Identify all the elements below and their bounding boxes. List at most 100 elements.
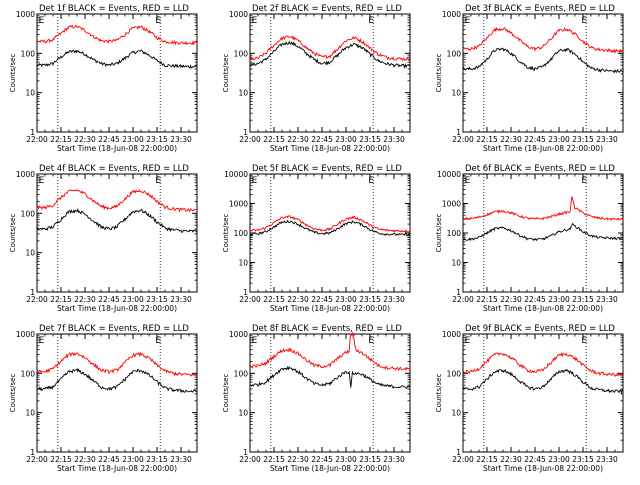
- plot-frame: [249, 333, 411, 453]
- x-tick-label: 22:00: [239, 295, 261, 304]
- event-marker-label: E: [368, 176, 374, 186]
- events-series-line: [36, 368, 197, 394]
- x-tick-label: 23:00: [122, 455, 144, 464]
- lld-series-line: [36, 188, 198, 213]
- y-axis-label: Counts/sec: [222, 54, 230, 93]
- lld-series-line: [36, 24, 198, 46]
- x-tick-label: 22:45: [98, 455, 120, 464]
- x-tick-label: 22:30: [287, 455, 309, 464]
- x-axis-label: Start Time (18-Jun-08 22:00:00): [57, 304, 177, 313]
- y-tick-label: 10: [451, 409, 461, 418]
- event-marker-label: E: [39, 176, 45, 186]
- y-tick-label: 10: [25, 89, 35, 98]
- x-tick-label: 22:15: [263, 295, 285, 304]
- x-tick-label: 22:15: [476, 455, 498, 464]
- x-tick-label: 23:30: [170, 135, 192, 144]
- x-tick-label: 22:45: [524, 295, 546, 304]
- y-tick-label: 100: [234, 49, 249, 58]
- x-tick-label: 22:30: [500, 455, 522, 464]
- event-marker-label: E: [155, 336, 161, 346]
- x-tick-label: 23:30: [383, 135, 405, 144]
- event-marker-label: E: [39, 16, 45, 26]
- plot-frame: [36, 333, 198, 453]
- x-axis-label: Start Time (18-Jun-08 22:00:00): [270, 304, 390, 313]
- y-tick-label: 10: [25, 249, 35, 258]
- plot-title: Det 6f BLACK = Events, RED = LLD: [465, 164, 615, 174]
- plot-frame: [36, 173, 198, 293]
- y-axis-label: Counts/sec: [9, 54, 17, 93]
- y-tick-label: 1: [30, 288, 35, 297]
- event-marker-label: E: [581, 176, 587, 186]
- x-tick-label: 22:15: [50, 455, 72, 464]
- lld-series-line: [249, 215, 411, 233]
- plot-frame: [462, 333, 624, 453]
- x-tick-label: 23:00: [335, 295, 357, 304]
- x-axis-label: Start Time (18-Jun-08 22:00:00): [270, 144, 390, 153]
- event-marker-label: E: [581, 16, 587, 26]
- x-tick-label: 22:00: [26, 455, 48, 464]
- x-tick-label: 23:00: [335, 455, 357, 464]
- lld-series-line: [249, 331, 411, 372]
- x-tick-label: 23:00: [548, 455, 570, 464]
- y-tick-label: 1000: [229, 10, 248, 19]
- y-axis-label: Counts/sec: [435, 214, 443, 253]
- x-tick-label: 22:45: [98, 295, 120, 304]
- y-axis-label: Counts/sec: [222, 374, 230, 413]
- x-axis-label: Start Time (18-Jun-08 22:00:00): [57, 144, 177, 153]
- x-tick-label: 22:30: [74, 295, 96, 304]
- y-tick-label: 1000: [229, 200, 248, 209]
- x-tick-label: 22:30: [287, 135, 309, 144]
- y-axis-label: Counts/sec: [9, 374, 17, 413]
- event-marker-label: E: [252, 336, 258, 346]
- x-tick-label: 23:15: [146, 135, 168, 144]
- y-tick-label: 1000: [442, 330, 461, 339]
- events-series-line: [462, 222, 624, 242]
- y-tick-label: 100: [447, 229, 462, 238]
- plot-title: Det 4f BLACK = Events, RED = LLD: [39, 164, 189, 174]
- plot-frame: [36, 13, 198, 133]
- x-tick-label: 22:15: [476, 295, 498, 304]
- y-tick-label: 1000: [16, 170, 35, 179]
- plot-title: Det 5f BLACK = Events, RED = LLD: [252, 164, 402, 174]
- y-tick-label: 1: [30, 128, 35, 137]
- y-tick-label: 1: [456, 128, 461, 137]
- y-tick-label: 100: [21, 209, 36, 218]
- x-tick-label: 22:45: [311, 135, 333, 144]
- y-tick-label: 1: [243, 128, 248, 137]
- x-tick-label: 22:30: [500, 295, 522, 304]
- y-tick-label: 10000: [437, 170, 461, 179]
- events-series-line: [249, 40, 411, 70]
- y-tick-label: 1000: [442, 200, 461, 209]
- y-tick-label: 100: [447, 369, 462, 378]
- x-tick-label: 22:00: [452, 295, 474, 304]
- plot-title: Det 3f BLACK = Events, RED = LLD: [465, 4, 615, 14]
- x-tick-label: 23:00: [548, 135, 570, 144]
- x-tick-label: 22:00: [452, 135, 474, 144]
- plot-frame: [462, 13, 624, 133]
- x-tick-label: 22:45: [524, 135, 546, 144]
- lld-series-line: [462, 26, 624, 54]
- y-tick-label: 10: [451, 89, 461, 98]
- y-tick-label: 1000: [16, 330, 35, 339]
- x-axis-label: Start Time (18-Jun-08 22:00:00): [483, 464, 603, 473]
- x-tick-label: 22:30: [500, 135, 522, 144]
- y-tick-label: 1000: [442, 10, 461, 19]
- event-marker-label: E: [252, 176, 258, 186]
- x-tick-label: 22:15: [50, 295, 72, 304]
- x-tick-label: 22:00: [239, 455, 261, 464]
- x-axis-label: Start Time (18-Jun-08 22:00:00): [483, 304, 603, 313]
- x-tick-label: 23:30: [596, 455, 618, 464]
- x-tick-label: 23:15: [359, 295, 381, 304]
- y-tick-label: 10000: [224, 170, 248, 179]
- x-tick-label: 23:30: [383, 295, 405, 304]
- y-tick-label: 1: [243, 448, 248, 457]
- x-tick-label: 22:30: [74, 135, 96, 144]
- x-tick-label: 22:00: [26, 135, 48, 144]
- y-axis-label: Counts/sec: [9, 214, 17, 253]
- x-tick-label: 22:45: [98, 135, 120, 144]
- plot-title: Det 8f BLACK = Events, RED = LLD: [252, 324, 402, 334]
- x-tick-label: 22:00: [452, 455, 474, 464]
- x-tick-label: 23:30: [596, 295, 618, 304]
- x-tick-label: 22:45: [311, 455, 333, 464]
